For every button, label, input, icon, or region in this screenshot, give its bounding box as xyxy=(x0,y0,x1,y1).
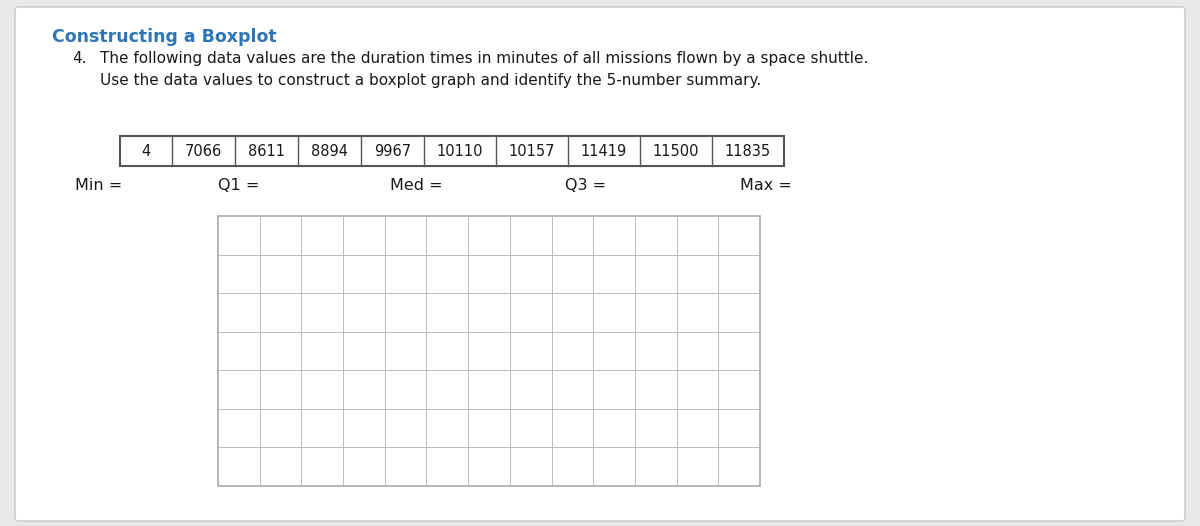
Text: The following data values are the duration times in minutes of all missions flow: The following data values are the durati… xyxy=(100,51,869,66)
Text: Q3 =: Q3 = xyxy=(565,178,606,194)
Text: 8894: 8894 xyxy=(311,144,348,158)
Text: 7066: 7066 xyxy=(185,144,222,158)
Text: 4: 4 xyxy=(142,144,151,158)
Text: 9967: 9967 xyxy=(374,144,412,158)
Text: 10110: 10110 xyxy=(437,144,484,158)
Text: Use the data values to construct a boxplot graph and identify the 5-number summa: Use the data values to construct a boxpl… xyxy=(100,73,761,88)
Text: 8611: 8611 xyxy=(248,144,286,158)
Text: Min =: Min = xyxy=(74,178,122,194)
Bar xyxy=(120,136,784,166)
Text: 10157: 10157 xyxy=(509,144,556,158)
Text: Q1 =: Q1 = xyxy=(218,178,259,194)
Text: Med =: Med = xyxy=(390,178,443,194)
Text: Max =: Max = xyxy=(740,178,792,194)
Text: 11500: 11500 xyxy=(653,144,700,158)
Text: 11419: 11419 xyxy=(581,144,628,158)
Text: Constructing a Boxplot: Constructing a Boxplot xyxy=(52,28,277,46)
FancyBboxPatch shape xyxy=(14,7,1186,521)
Text: 4.: 4. xyxy=(72,51,86,66)
Text: 11835: 11835 xyxy=(725,144,772,158)
Bar xyxy=(218,216,760,486)
